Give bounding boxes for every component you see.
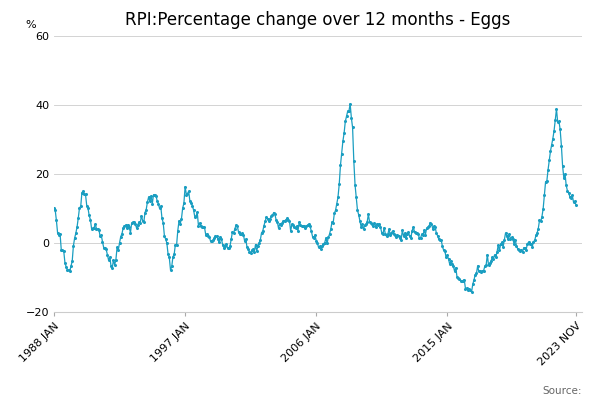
- Text: %: %: [25, 20, 35, 30]
- Text: Source:: Source:: [542, 386, 582, 396]
- Title: RPI:Percentage change over 12 months - Eggs: RPI:Percentage change over 12 months - E…: [125, 11, 511, 29]
- Line: RPI:Percentage change over 12 months - Eggs: RPI:Percentage change over 12 months - E…: [53, 103, 577, 293]
